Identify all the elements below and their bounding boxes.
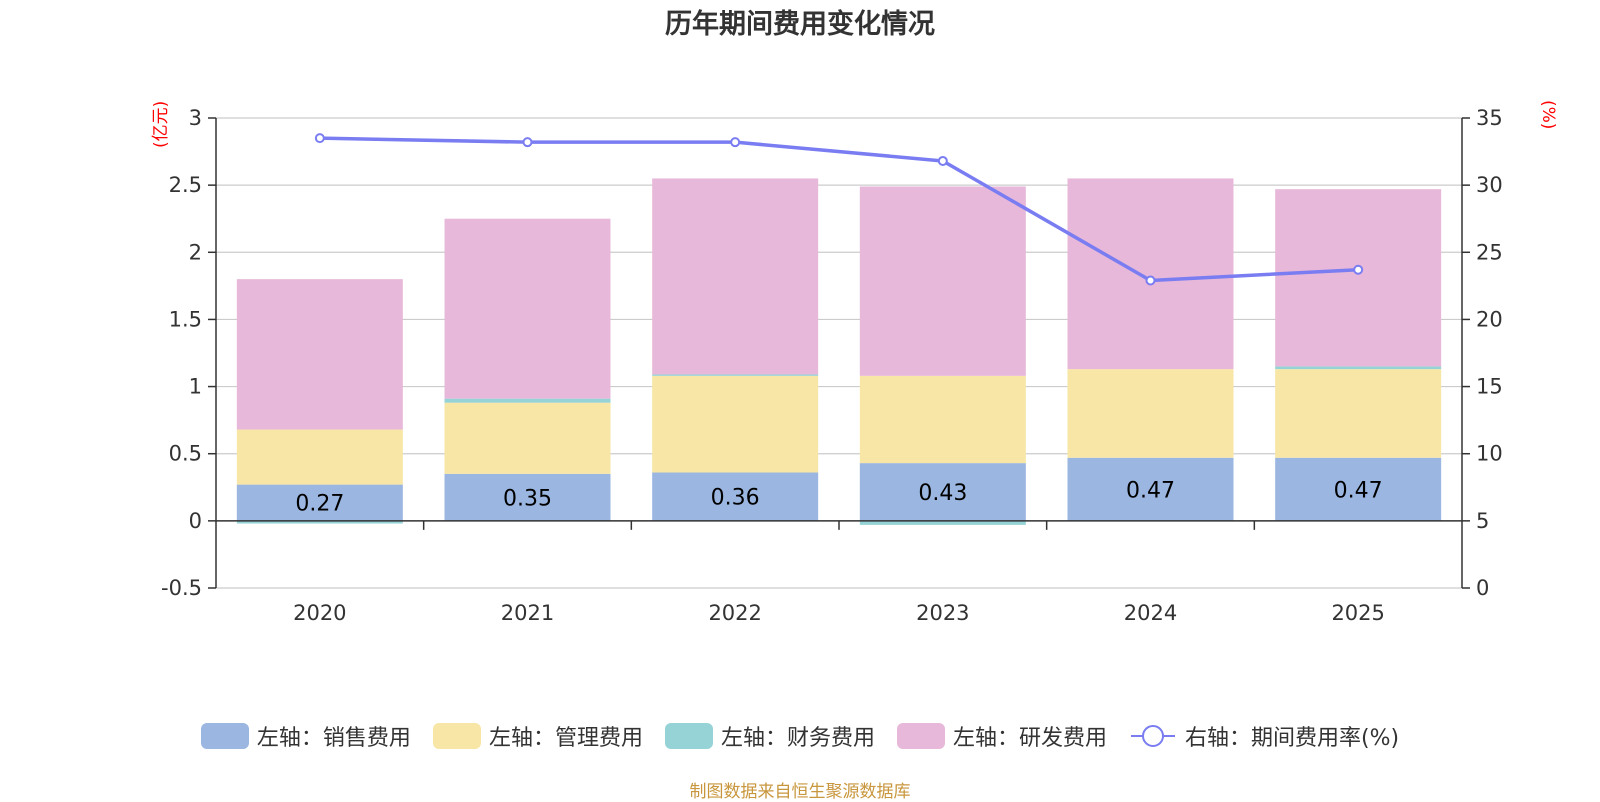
data-label: 0.36: [711, 486, 760, 511]
right-axis-tick-label: 5: [1476, 509, 1489, 533]
bar-segment: [859, 186, 1026, 376]
legend-label-sales: 左轴：销售费用: [256, 726, 411, 751]
right-axis-tick-label: 15: [1476, 375, 1503, 399]
bar-segment: [444, 402, 611, 474]
right-axis-tick-label: 10: [1476, 442, 1503, 466]
legend-swatch-rnd: [896, 723, 945, 749]
legend-item-rnd[interactable]: 左轴：研发费用: [896, 720, 1107, 752]
bar-segment: [1275, 369, 1442, 458]
expense-rate-point: [522, 137, 533, 148]
left-axis-tick-label: -0.5: [161, 576, 202, 600]
data-label: 0.35: [503, 486, 552, 511]
legend-label-expense-rate: 右轴：期间费用率(%): [1184, 726, 1400, 751]
legend-swatch-sales: [200, 723, 249, 749]
legend-item-sales[interactable]: 左轴：销售费用: [200, 720, 411, 752]
legend: 左轴：销售费用 左轴：管理费用 左轴：财务费用 左轴：研发费用 右轴：期间费用率…: [0, 720, 1600, 752]
left-axis-tick-label: 0: [189, 509, 202, 533]
expense-rate-point: [1145, 275, 1156, 286]
data-label: 0.47: [1334, 478, 1383, 503]
right-axis-tick-label: 0: [1476, 576, 1489, 600]
bar-segment: [652, 472, 819, 521]
bar-segment: [444, 218, 611, 399]
legend-item-admin[interactable]: 左轴：管理费用: [432, 720, 643, 752]
x-axis-label: 2022: [708, 601, 761, 625]
bar-segment: [1275, 366, 1442, 370]
bar-segment: [652, 375, 819, 473]
x-axis-label: 2020: [293, 601, 346, 625]
legend-swatch-finance: [664, 723, 713, 749]
legend-swatch-admin: [432, 723, 481, 749]
chart-title: 历年期间费用变化情况: [665, 9, 935, 40]
left-axis-tick-label: 2: [189, 240, 202, 264]
bar-segment: [444, 473, 611, 521]
bar-segment: [652, 178, 819, 375]
legend-label-admin: 左轴：管理费用: [488, 726, 643, 751]
bar-segment: [1275, 189, 1442, 367]
data-source-note: 制图数据来自恒生聚源数据库: [689, 782, 911, 802]
bar-segment: [652, 374, 819, 376]
bar-segment: [1067, 369, 1234, 458]
x-axis-label: 2021: [501, 601, 554, 625]
bar-segment: [444, 398, 611, 403]
right-axis-tick-label: 20: [1476, 307, 1503, 331]
left-axis-tick-label: 2.5: [169, 173, 202, 197]
bar-segment: [236, 429, 403, 485]
x-axis-label: 2023: [916, 601, 969, 625]
legend-line-swatch-icon: [1130, 725, 1175, 747]
right-axis-unit-label: (%): [1538, 100, 1558, 130]
bar-segment: [859, 375, 1026, 464]
left-axis-tick-label: 3: [189, 106, 202, 130]
expense-rate-line: [319, 136, 1359, 283]
left-axis-tick-label: 1.5: [169, 307, 202, 331]
bar-segment: [236, 484, 403, 521]
bar-segment: [859, 520, 1026, 525]
data-label: 0.47: [1126, 478, 1175, 503]
legend-item-finance[interactable]: 左轴：财务费用: [664, 720, 875, 752]
expense-rate-point: [730, 137, 741, 148]
data-label: 0.27: [295, 492, 344, 517]
right-axis-tick-label: 30: [1476, 173, 1503, 197]
expense-rate-point: [1353, 264, 1364, 275]
expense-rate-point: [937, 155, 948, 166]
left-axis-tick-label: 1: [189, 375, 202, 399]
bar-segment: [1275, 457, 1442, 521]
bar-segment: [236, 520, 403, 524]
right-axis-tick-label: 35: [1476, 106, 1503, 130]
x-axis-label: 2024: [1124, 601, 1177, 625]
bar-segment: [1067, 457, 1234, 521]
legend-label-rnd: 左轴：研发费用: [952, 726, 1107, 751]
bar-segment: [859, 463, 1026, 521]
legend-item-expense-rate[interactable]: 右轴：期间费用率(%): [1129, 720, 1399, 752]
x-axis-label: 2025: [1331, 601, 1384, 625]
data-label: 0.43: [918, 481, 967, 506]
left-axis-unit-label: (亿元): [151, 100, 171, 148]
bar-segment: [236, 279, 403, 430]
left-axis-tick-label: 0.5: [169, 442, 202, 466]
right-axis-tick-label: 25: [1476, 240, 1503, 264]
legend-label-finance: 左轴：财务费用: [720, 726, 875, 751]
expense-rate-point: [314, 133, 325, 144]
bar-segment: [1067, 178, 1234, 370]
